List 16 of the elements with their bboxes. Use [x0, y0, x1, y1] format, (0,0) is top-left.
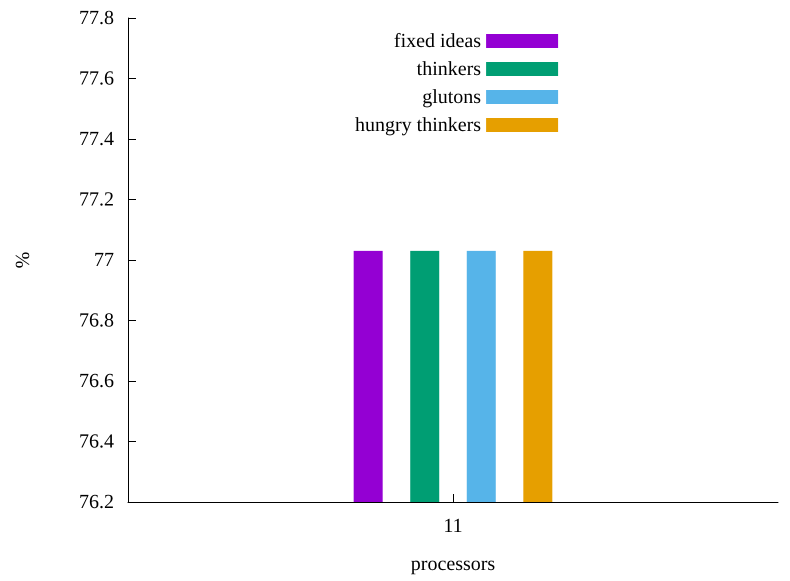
y-tick-label: 76.4: [79, 430, 114, 452]
y-tick-label: 76.2: [79, 491, 114, 513]
y-tick-label: 76.6: [79, 370, 114, 392]
y-tick-label: 77.6: [79, 68, 114, 90]
y-tick-label: 77: [94, 249, 114, 271]
y-tick-label: 77.2: [79, 188, 114, 210]
legend-label: glutons: [422, 86, 482, 108]
legend-label: hungry thinkers: [355, 114, 482, 136]
y-axis-title: %: [12, 252, 34, 268]
y-tick-label: 77.8: [79, 7, 114, 29]
legend-label: thinkers: [416, 58, 482, 80]
y-tick-label: 77.4: [79, 128, 114, 150]
x-axis-title: processors: [410, 553, 496, 575]
x-tick-label: 11: [443, 515, 463, 537]
y-tick-label: 76.8: [79, 310, 114, 332]
legend-label: fixed ideas: [394, 30, 482, 52]
